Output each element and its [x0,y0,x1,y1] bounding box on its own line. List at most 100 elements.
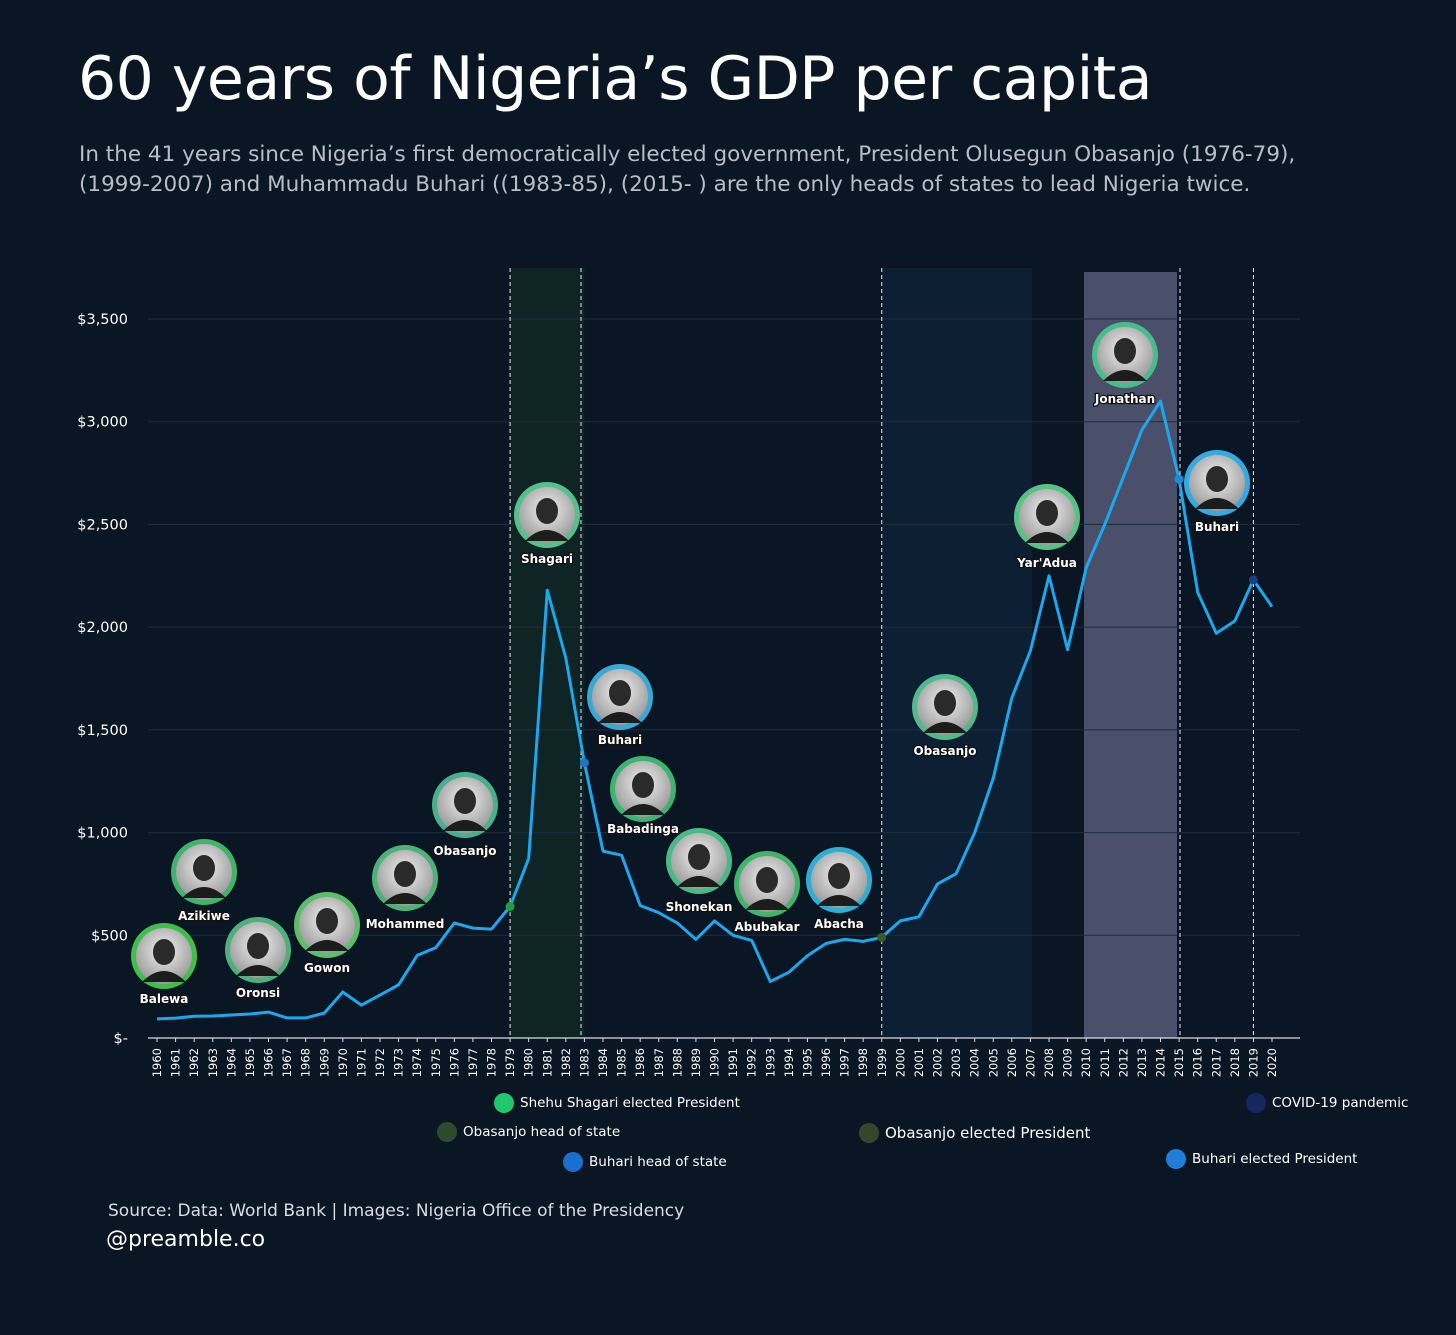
y-axis: $- $500 $1,000 $1,500 $2,000 $2,500 $3,000 $3,5… [77,312,128,1047]
x-tick-label: 1962 [187,1048,201,1077]
leader-portrait: Buhari [587,664,653,748]
legend-item: Obasanjo head of state [437,1122,620,1142]
x-tick-label: 1990 [708,1048,722,1077]
x-tick-label: 1996 [819,1048,833,1077]
leader-portrait: Babadinga [606,756,680,837]
chart-title: 60 years of Nigeria’s GDP per capita [78,44,1153,114]
portrait-head [828,863,850,889]
leader-name-label: Abacha [814,917,864,931]
leader-name-label: Buhari [1195,520,1239,534]
portrait-shoulders [142,971,186,982]
x-tick-label: 1998 [856,1048,870,1077]
y-tick-label: $1,500 [77,723,128,739]
portrait-shoulders [677,876,721,887]
y-tick-label: $1,000 [77,826,128,842]
x-tick-label: 1967 [280,1048,294,1077]
leader-name-label: Jonathan [1094,392,1155,406]
legend-swatch [1246,1093,1266,1113]
leader-name-label: Obasanjo [913,744,976,758]
legend-label: COVID-19 pandemic [1272,1095,1409,1111]
x-tick-label: 2004 [968,1048,982,1077]
x-tick-label: 2012 [1116,1048,1130,1077]
x-tick-label: 1980 [522,1048,536,1077]
x-tick-label: 2010 [1079,1048,1093,1077]
x-tick-label: 2011 [1098,1048,1112,1077]
x-tick-label: 2016 [1191,1048,1205,1077]
leader-portrait: Oronsi [225,917,291,1001]
leader-name-label: Azikiwe [178,909,230,923]
portrait-shoulders [1025,532,1069,543]
x-tick-label: 1995 [800,1048,814,1077]
x-tick-label: 1968 [299,1048,313,1077]
portrait-head [688,844,710,870]
x-tick-label: 2006 [1005,1048,1019,1077]
x-tick-label: 2007 [1023,1048,1037,1077]
y-tick-label: $2,500 [77,517,128,533]
x-tick-label: 1960 [150,1048,164,1077]
portrait-head [193,855,215,881]
leader-name-label: Obasanjo [433,844,496,858]
x-tick-label: 1963 [206,1048,220,1077]
portrait-shoulders [305,940,349,951]
portrait-shoulders [236,965,280,976]
y-tick-label: $3,500 [77,312,128,328]
source-note: Source: Data: World Bank | Images: Niger… [108,1201,685,1221]
x-tick-label: 1981 [540,1048,554,1077]
portrait-head [247,933,269,959]
x-tick-label: 1982 [559,1048,573,1077]
x-tick-label: 2001 [912,1048,926,1077]
leader-portrait: Yar'Adua [1014,484,1080,571]
x-tick-label: 1969 [317,1048,331,1077]
x-tick-label: 2017 [1209,1048,1223,1077]
chart-subtitle: In the 41 years since Nigeria’s first de… [79,142,1296,197]
x-tick-label: 1975 [429,1048,443,1077]
leader-portrait: Buhari [1184,450,1250,535]
x-tick-label: 1966 [262,1048,276,1077]
leader-name-label: Gowon [304,961,350,975]
x-tick-label: 1973 [392,1048,406,1077]
legend-swatch [494,1093,514,1113]
x-tick-label: 1979 [503,1048,517,1077]
legend-swatch [859,1123,879,1143]
event-lines [509,268,1254,1038]
x-tick-label: 2002 [931,1048,945,1077]
portrait-head [1114,338,1136,364]
x-tick-label: 1988 [670,1048,684,1077]
portrait-shoulders [817,895,861,906]
leader-name-label: Yar'Adua [1016,556,1077,570]
x-tick-label: 1985 [615,1048,629,1077]
shaded-period [881,268,1032,1038]
leader-portrait: Obasanjo [912,674,978,759]
legend-item: COVID-19 pandemic [1246,1093,1408,1113]
leader-name-label: Babadinga [607,822,679,836]
leader-portrait: Abubakar [733,851,801,935]
x-tick-label: 2003 [949,1048,963,1077]
legend-label: Obasanjo elected President [885,1124,1091,1142]
legend-label: Obasanjo head of state [463,1124,621,1140]
x-tick-label: 2015 [1172,1048,1186,1077]
portrait-head [756,867,778,893]
event-marker [505,902,515,912]
leader-name-label: Buhari [598,733,642,747]
x-axis: 1960 1961 1962 1963 1964 1965 1966 1967 1968 1969… [150,1038,1279,1077]
x-tick-label: 2019 [1246,1048,1260,1077]
legend-label: Buhari elected President [1192,1151,1358,1167]
x-tick-label: 2018 [1228,1048,1242,1077]
portrait-shoulders [745,899,789,910]
x-tick-label: 1964 [224,1048,238,1077]
leader-name-label: Shagari [521,552,573,566]
x-tick-label: 1986 [633,1048,647,1077]
portrait-head [1036,500,1058,526]
x-tick-label: 2020 [1265,1048,1279,1077]
leader-portrait: Shagari [514,482,580,567]
x-tick-label: 1976 [447,1048,461,1077]
portrait-shoulders [383,893,427,904]
x-tick-label: 1974 [410,1048,424,1077]
x-tick-label: 1991 [726,1048,740,1077]
x-tick-label: 1970 [336,1048,350,1077]
portrait-head [632,772,654,798]
gdp-line [156,399,1274,1021]
shaded-period [510,268,585,1038]
portrait-shoulders [443,820,487,831]
